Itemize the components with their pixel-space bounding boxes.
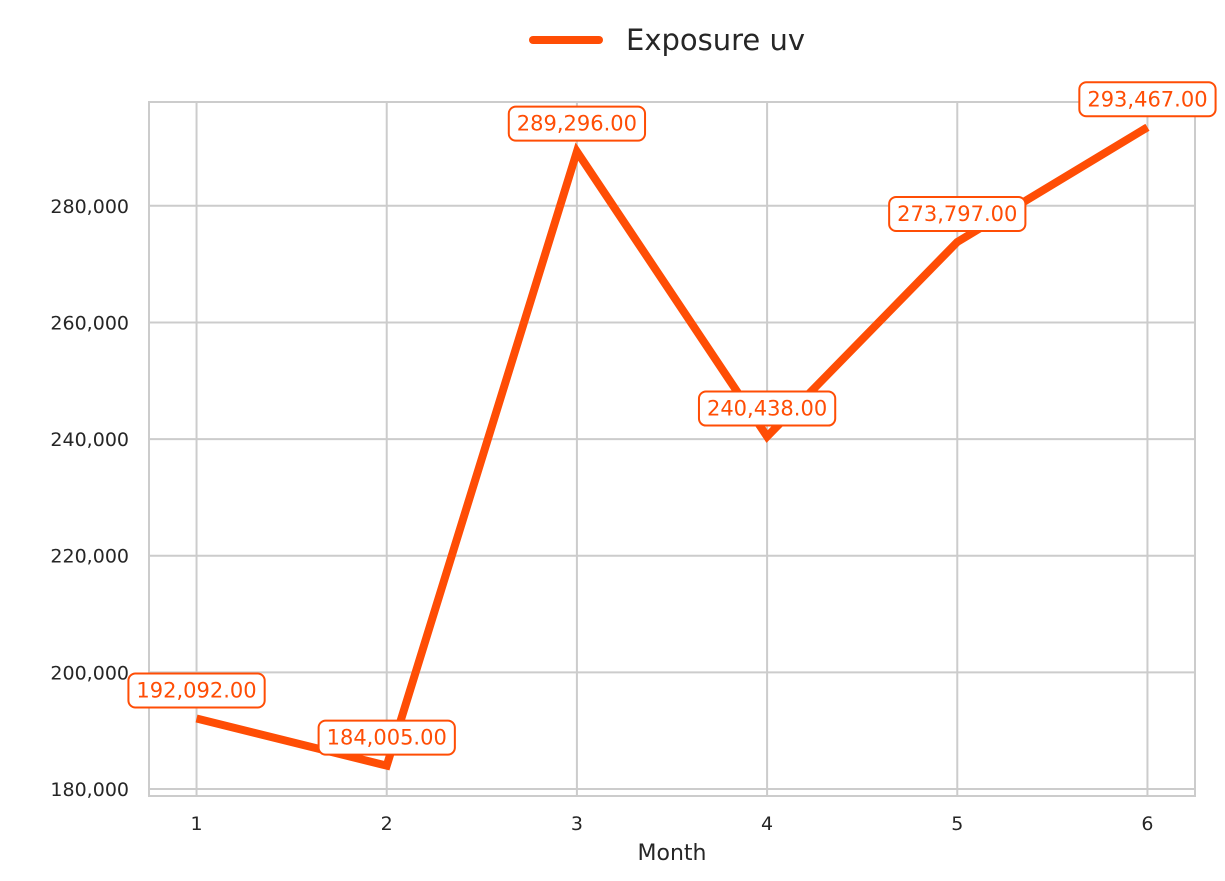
data-label-text: 184,005.00	[327, 726, 447, 750]
data-label-box	[127, 672, 266, 709]
data-label: 240,438.00	[697, 390, 837, 427]
data-label-box	[888, 195, 1027, 232]
x-tick-label: 3	[571, 813, 583, 835]
legend-label: Exposure uv	[626, 23, 805, 57]
data-label-text: 293,467.00	[1087, 87, 1207, 111]
x-tick-label: 1	[190, 813, 202, 835]
data-label-text: 289,296.00	[517, 112, 637, 136]
x-axis-label: Month	[638, 841, 707, 866]
data-label-box	[697, 390, 837, 427]
y-tick-label: 180,000	[50, 779, 129, 801]
legend: Exposure uv	[529, 23, 805, 57]
data-label-box	[317, 719, 456, 756]
y-tick-label: 280,000	[50, 196, 129, 218]
data-label-box	[1078, 81, 1217, 118]
data-label: 289,296.00	[507, 105, 647, 142]
y-tick-label: 260,000	[50, 312, 129, 334]
x-tick-label: 6	[1141, 813, 1153, 835]
data-label: 273,797.00	[888, 195, 1027, 232]
y-axis: 180,000 200,000 220,000 240,000 260,000 280,0…	[50, 196, 129, 801]
x-tick-label: 4	[761, 813, 773, 835]
plot-frame	[148, 101, 1196, 797]
data-label: 192,092.00	[127, 672, 266, 709]
data-labels: 192,092.00 184,005.00 289,296.00 240,438.00…	[127, 81, 1217, 756]
data-label-text: 192,092.00	[136, 678, 256, 702]
y-tick-label: 200,000	[50, 662, 129, 684]
x-axis: 1 2 3 4 5 6	[190, 813, 1153, 835]
data-label: 293,467.00	[1078, 81, 1217, 118]
y-tick-label: 220,000	[50, 546, 129, 568]
y-tick-label: 240,000	[50, 429, 129, 451]
x-tick-label: 5	[951, 813, 963, 835]
x-tick-label: 2	[381, 813, 393, 835]
data-label: 184,005.00	[317, 719, 456, 756]
data-label-text: 240,438.00	[707, 397, 827, 421]
data-label-text: 273,797.00	[897, 202, 1017, 226]
data-label-box	[507, 105, 647, 142]
grid	[149, 102, 1195, 796]
